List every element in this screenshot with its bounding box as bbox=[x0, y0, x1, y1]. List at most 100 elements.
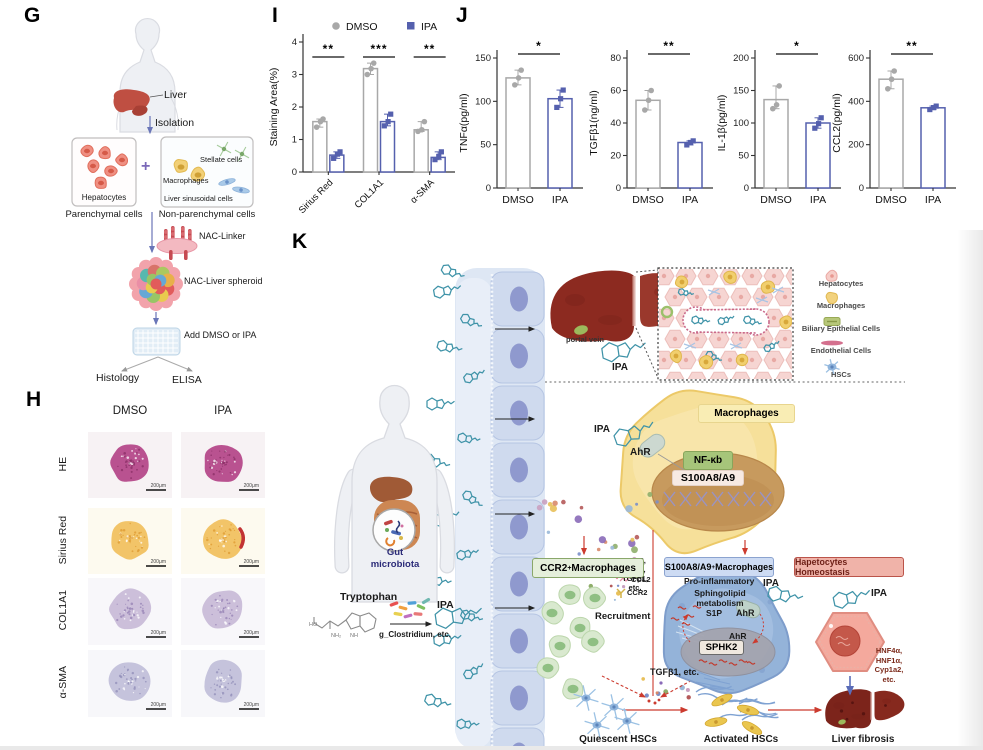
histology-tile: 200μm bbox=[181, 432, 265, 498]
cytokine-dot bbox=[561, 499, 566, 505]
histology-tile: 200μm bbox=[181, 578, 265, 645]
nfkb-box: NF-κb bbox=[683, 451, 733, 470]
panel-label-j: J bbox=[456, 4, 468, 27]
cytokine-dot bbox=[552, 500, 558, 506]
svg-text:IPA: IPA bbox=[925, 194, 941, 206]
ipa-label-macrophage: IPA bbox=[594, 424, 610, 435]
macrophage-legend-icon bbox=[825, 291, 838, 305]
ccr2-macrophage-icon bbox=[581, 630, 605, 653]
ccl2-small-label: CCL2 bbox=[631, 575, 651, 584]
bacterium-icon bbox=[403, 613, 413, 619]
bottom-edge bbox=[0, 746, 983, 750]
svg-text:0: 0 bbox=[292, 167, 297, 178]
liver-tissue-inset bbox=[657, 267, 794, 381]
ipa-molecule-icon bbox=[763, 340, 780, 353]
panel-label-i: I bbox=[272, 4, 278, 27]
svg-text:200: 200 bbox=[733, 53, 749, 64]
svg-text:200μm: 200μm bbox=[244, 559, 259, 565]
ccr2-macrophages-box: CCR2 + Macrophages bbox=[532, 558, 644, 578]
sinusoid-vessel bbox=[695, 308, 757, 334]
histology-tile: 200μm bbox=[181, 650, 265, 717]
ccr2-macrophage-icon bbox=[562, 678, 584, 700]
legend-endothelial: Endothelial Cells bbox=[810, 346, 872, 355]
svg-text:Staining Area(%): Staining Area(%) bbox=[268, 68, 280, 147]
tgfb-etc-label: TGFβ1, etc. bbox=[650, 667, 700, 677]
svg-text:40: 40 bbox=[610, 118, 621, 129]
ipa-molecule-icon bbox=[677, 288, 695, 297]
bacterium-icon bbox=[413, 612, 423, 616]
spheroid-label: NAC-Liver spheroid bbox=[184, 276, 263, 286]
ipa-label-bluecell: IPA bbox=[763, 578, 779, 589]
liver-fibrosis-label: Liver fibrosis bbox=[831, 734, 895, 745]
ipa-molecule-icon bbox=[767, 585, 804, 603]
activated-hscs bbox=[695, 685, 779, 735]
stellate-cell-icon bbox=[216, 141, 232, 157]
s1p-label: S1P bbox=[706, 608, 723, 618]
ccr2-macrophage-icon bbox=[558, 584, 581, 605]
ipa-molecule-icon bbox=[456, 549, 479, 561]
svg-text:0: 0 bbox=[859, 183, 864, 194]
bacteria-icons bbox=[384, 519, 404, 547]
elisa-label: ELISA bbox=[172, 374, 202, 386]
cytokine-dot bbox=[647, 492, 653, 497]
svg-text:400: 400 bbox=[848, 96, 864, 107]
cytokine-dot bbox=[628, 539, 636, 548]
atom-label: NH bbox=[350, 633, 358, 639]
liver-label: Liver bbox=[164, 89, 187, 101]
recruitment-label: Recruitment bbox=[595, 611, 651, 622]
ccr2-macrophage-icon bbox=[569, 616, 591, 639]
hepatocyte-cell bbox=[815, 612, 885, 672]
ahr-receptor-icon bbox=[736, 599, 761, 619]
bacterium-icon bbox=[389, 601, 399, 607]
ccr2-receptor-icon bbox=[616, 588, 626, 598]
svg-text:DMSO: DMSO bbox=[502, 194, 534, 206]
human-figure-small bbox=[116, 17, 179, 133]
cytokine-dot bbox=[549, 504, 557, 513]
svg-text:1: 1 bbox=[292, 135, 297, 146]
bacterium-icon bbox=[421, 597, 431, 605]
liver-in-body bbox=[370, 476, 413, 503]
ipa-label-hepatocyte: IPA bbox=[871, 588, 887, 599]
svg-text:50: 50 bbox=[480, 140, 491, 151]
nonparenchymal-box bbox=[160, 136, 254, 208]
h-row-asma: α-SMA bbox=[56, 666, 69, 699]
to-elisa-arrow bbox=[157, 356, 193, 372]
plus-sign: + bbox=[141, 158, 151, 175]
svg-text:0: 0 bbox=[744, 183, 749, 194]
histology-tile: 200μm bbox=[88, 650, 172, 717]
ipa-molecule-icon bbox=[434, 607, 482, 629]
svg-text:DMSO: DMSO bbox=[346, 21, 378, 33]
bacterium-icon bbox=[393, 611, 403, 617]
svg-text:200μm: 200μm bbox=[151, 702, 166, 708]
nucleus bbox=[829, 625, 861, 657]
legend-biliary: Biliary Epithelial Cells bbox=[801, 324, 881, 333]
stellate-cell-icon bbox=[234, 146, 250, 162]
svg-text:200μm: 200μm bbox=[151, 483, 166, 489]
stellate-label: Stellate cells bbox=[200, 155, 243, 164]
ipa-molecule-icon bbox=[424, 693, 452, 708]
bacterium-icon bbox=[416, 604, 426, 610]
svg-text:IPA: IPA bbox=[810, 194, 826, 206]
hepatocytes-homeostasis-box: Hapetocytes Homeostasis bbox=[794, 557, 904, 577]
svg-text:200μm: 200μm bbox=[151, 559, 166, 565]
signal-arrows bbox=[581, 530, 823, 714]
human-figure bbox=[334, 384, 455, 603]
panel-label-k: K bbox=[292, 230, 308, 253]
svg-text:IPA: IPA bbox=[552, 194, 568, 206]
svg-text:150: 150 bbox=[475, 53, 491, 64]
ipa-molecule-icon bbox=[691, 315, 711, 325]
isolation-label: Isolation bbox=[155, 117, 195, 129]
chart-tnfa: 0 50 100 150 TNFα(pg/ml) DMSO IPA * bbox=[458, 39, 583, 206]
nac-linker-icon bbox=[156, 226, 198, 260]
gut-microbiota-label-2: microbiota bbox=[370, 559, 420, 570]
ipa-molecule-icon bbox=[463, 369, 485, 384]
bacterium-icon bbox=[398, 605, 408, 611]
cytokine-dot bbox=[547, 502, 553, 507]
clostridium-label: g_Clostridium, etc. bbox=[379, 630, 452, 639]
ipa-molecule-icon bbox=[436, 339, 463, 353]
cytokine-dot bbox=[625, 505, 633, 513]
svg-text:2: 2 bbox=[292, 102, 297, 113]
svg-text:DMSO: DMSO bbox=[760, 194, 792, 206]
svg-text:IPA: IPA bbox=[682, 194, 698, 206]
svg-text:0: 0 bbox=[616, 183, 621, 194]
